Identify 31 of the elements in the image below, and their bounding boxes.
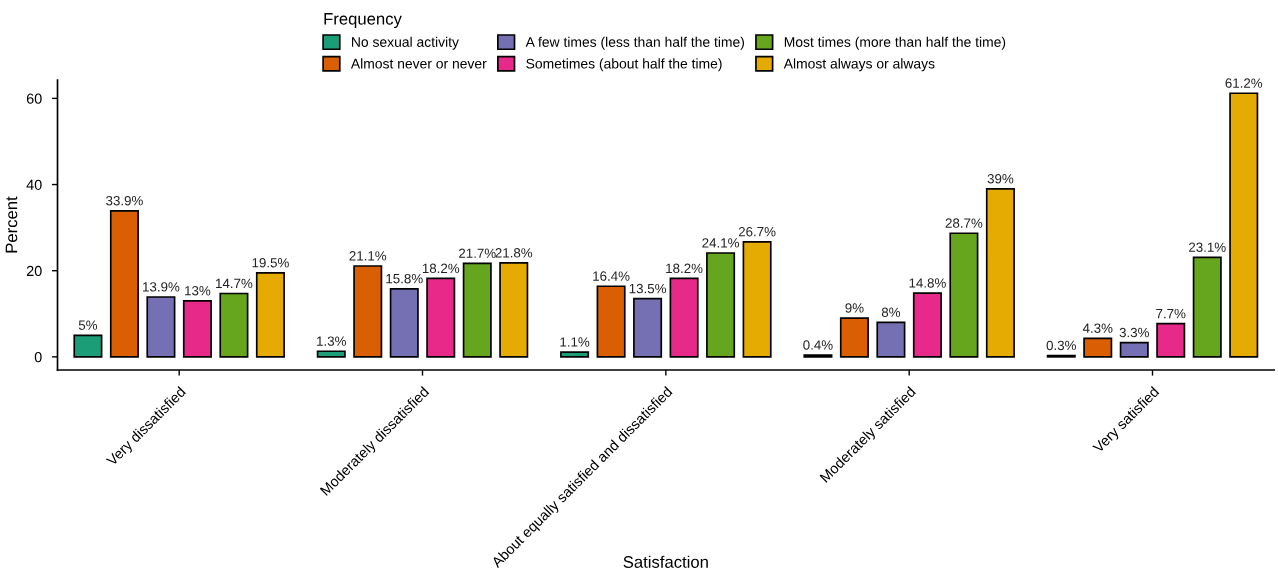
bar	[560, 351, 590, 358]
bar	[742, 241, 772, 358]
bar	[985, 188, 1015, 358]
bar	[1229, 92, 1259, 358]
bar	[949, 232, 979, 358]
bar	[669, 277, 699, 358]
bar	[316, 350, 346, 358]
bar	[426, 277, 456, 358]
bar	[1119, 341, 1149, 358]
bar	[389, 287, 419, 358]
bar	[633, 297, 663, 358]
bar	[219, 292, 249, 358]
bar	[499, 262, 529, 358]
bar	[912, 292, 942, 358]
legend-title: Frequency	[324, 13, 402, 29]
bar	[1083, 337, 1113, 358]
bar	[73, 334, 103, 358]
bar	[109, 209, 139, 358]
bar	[182, 300, 212, 358]
bar	[255, 272, 285, 358]
bar	[1192, 256, 1222, 358]
bar	[353, 265, 383, 358]
bar	[462, 262, 492, 358]
y-axis-title: Percent	[5, 196, 18, 253]
bar	[706, 252, 736, 358]
bar	[876, 321, 906, 358]
bar	[1156, 322, 1186, 358]
bar	[839, 317, 869, 358]
bar	[146, 296, 176, 358]
bar	[596, 285, 626, 358]
x-axis-title: Satisfaction	[623, 555, 708, 568]
